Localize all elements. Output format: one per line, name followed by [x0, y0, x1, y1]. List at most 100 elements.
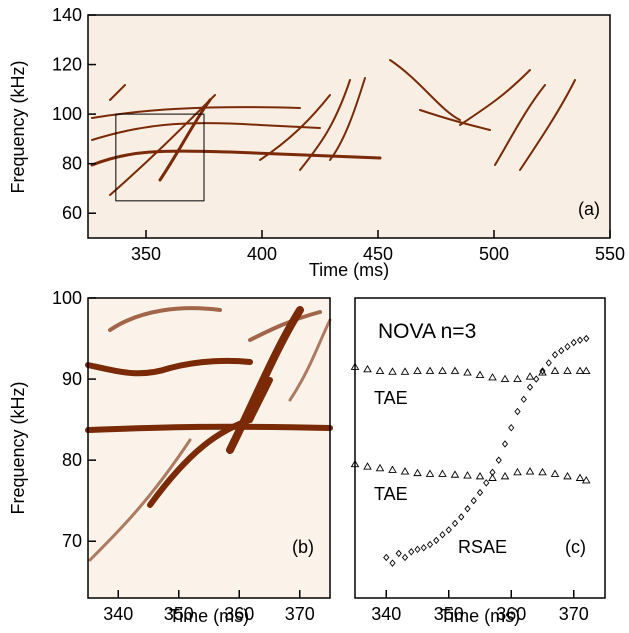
data-point [525, 372, 535, 380]
data-point [575, 473, 585, 481]
x-axis-title: Time (ms) [440, 606, 520, 626]
y-tick-label: 80 [62, 450, 82, 470]
data-point [550, 366, 560, 374]
spectrogram-streaks [90, 59, 576, 196]
data-point [438, 469, 447, 477]
x-tick-label: 350 [164, 604, 194, 624]
plot-frame [87, 14, 611, 239]
data-point [420, 544, 427, 552]
data-point [414, 545, 421, 554]
data-point [514, 407, 521, 416]
data-point [408, 548, 415, 556]
y-tick-label: 140 [52, 5, 82, 25]
data-point [500, 374, 510, 383]
x-tick-label: 340 [371, 604, 401, 624]
data-point [388, 367, 397, 375]
data-point [583, 334, 590, 343]
x-axis-title: Time (ms) [309, 260, 389, 280]
data-point [539, 367, 546, 375]
data-point [426, 540, 434, 549]
data-point [463, 471, 472, 479]
data-point [425, 366, 435, 374]
data-point [495, 456, 502, 464]
data-point [525, 467, 535, 475]
y-tick-label: 70 [62, 531, 82, 551]
data-point [400, 467, 410, 475]
data-point [488, 373, 497, 381]
data-point [388, 465, 397, 473]
panel-label: (c) [565, 537, 586, 557]
data-point [450, 470, 460, 478]
y-tick-label: 100 [52, 104, 82, 124]
data-point [401, 553, 409, 562]
x-tick-label: 400 [247, 244, 277, 264]
data-point [526, 383, 534, 391]
data-point [363, 462, 372, 470]
panel-label: (b) [292, 537, 314, 557]
annotation: RSAE [458, 537, 507, 557]
data-point [395, 549, 402, 558]
data-point [475, 471, 485, 480]
data-point [520, 395, 527, 404]
data-point [533, 375, 540, 383]
data-point [363, 364, 372, 373]
data-point [413, 468, 422, 477]
data-point [513, 467, 522, 476]
data-point [489, 468, 496, 477]
x-axis-title: Time (ms) [169, 606, 249, 626]
data-point [550, 469, 560, 477]
y-tick-label: 90 [62, 369, 82, 389]
x-tick-label: 360 [224, 604, 254, 624]
data-point [476, 488, 484, 497]
x-tick-label: 550 [595, 244, 625, 264]
y-axis-title: Frequency (kHz) [8, 60, 28, 193]
data-point [558, 347, 565, 355]
y-tick-label: 120 [52, 55, 82, 75]
y-tick-label: 100 [52, 288, 82, 308]
x-tick-label: 340 [103, 604, 133, 624]
zoom-box [115, 113, 205, 202]
data-point [400, 367, 410, 375]
y-tick-label: 60 [62, 203, 82, 223]
data-point [375, 366, 385, 374]
y-axis-title: Frequency (kHz) [8, 381, 28, 514]
spectrogram-bg [88, 298, 330, 598]
data-point [483, 479, 490, 487]
data-point [538, 467, 547, 476]
data-point [545, 359, 552, 367]
data-point [563, 366, 572, 374]
x-tick-label: 500 [479, 244, 509, 264]
y-tick-label: 80 [62, 154, 82, 174]
data-point [458, 513, 465, 521]
data-point [383, 553, 390, 562]
data-point [389, 559, 396, 567]
x-tick-label: 350 [131, 244, 161, 264]
annotation: TAE [374, 484, 408, 504]
data-point [413, 366, 422, 374]
data-point [375, 463, 385, 472]
data-point [501, 440, 509, 448]
plot-frame [87, 297, 331, 599]
data-point [488, 473, 497, 481]
data-point [433, 536, 440, 545]
panel-label: (a) [578, 199, 600, 219]
data-point [551, 351, 559, 359]
data-point [463, 368, 472, 376]
data-point [464, 505, 471, 513]
data-point [350, 459, 360, 468]
x-tick-label: 350 [434, 604, 464, 624]
data-point [500, 471, 510, 480]
data-point [450, 366, 460, 374]
data-point [445, 526, 452, 534]
data-point [350, 362, 360, 370]
data-point [439, 531, 446, 539]
spectrogram-streaks [85, 306, 333, 562]
data-point [570, 338, 577, 347]
data-point [581, 476, 591, 484]
x-tick-label: 370 [559, 604, 589, 624]
data-point [575, 366, 585, 374]
annotation: TAE [374, 388, 408, 408]
panel-title: NOVA n=3 [378, 320, 476, 343]
